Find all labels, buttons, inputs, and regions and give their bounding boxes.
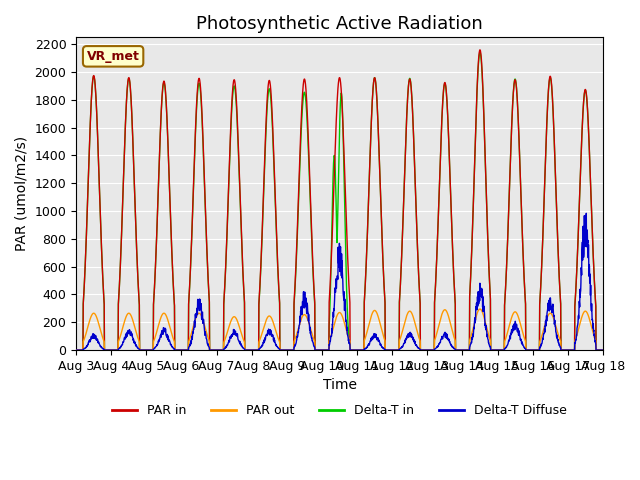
X-axis label: Time: Time [323, 378, 356, 392]
Text: VR_met: VR_met [86, 50, 140, 63]
Legend: PAR in, PAR out, Delta-T in, Delta-T Diffuse: PAR in, PAR out, Delta-T in, Delta-T Dif… [107, 399, 572, 422]
Y-axis label: PAR (umol/m2/s): PAR (umol/m2/s) [15, 136, 29, 251]
Title: Photosynthetic Active Radiation: Photosynthetic Active Radiation [196, 15, 483, 33]
